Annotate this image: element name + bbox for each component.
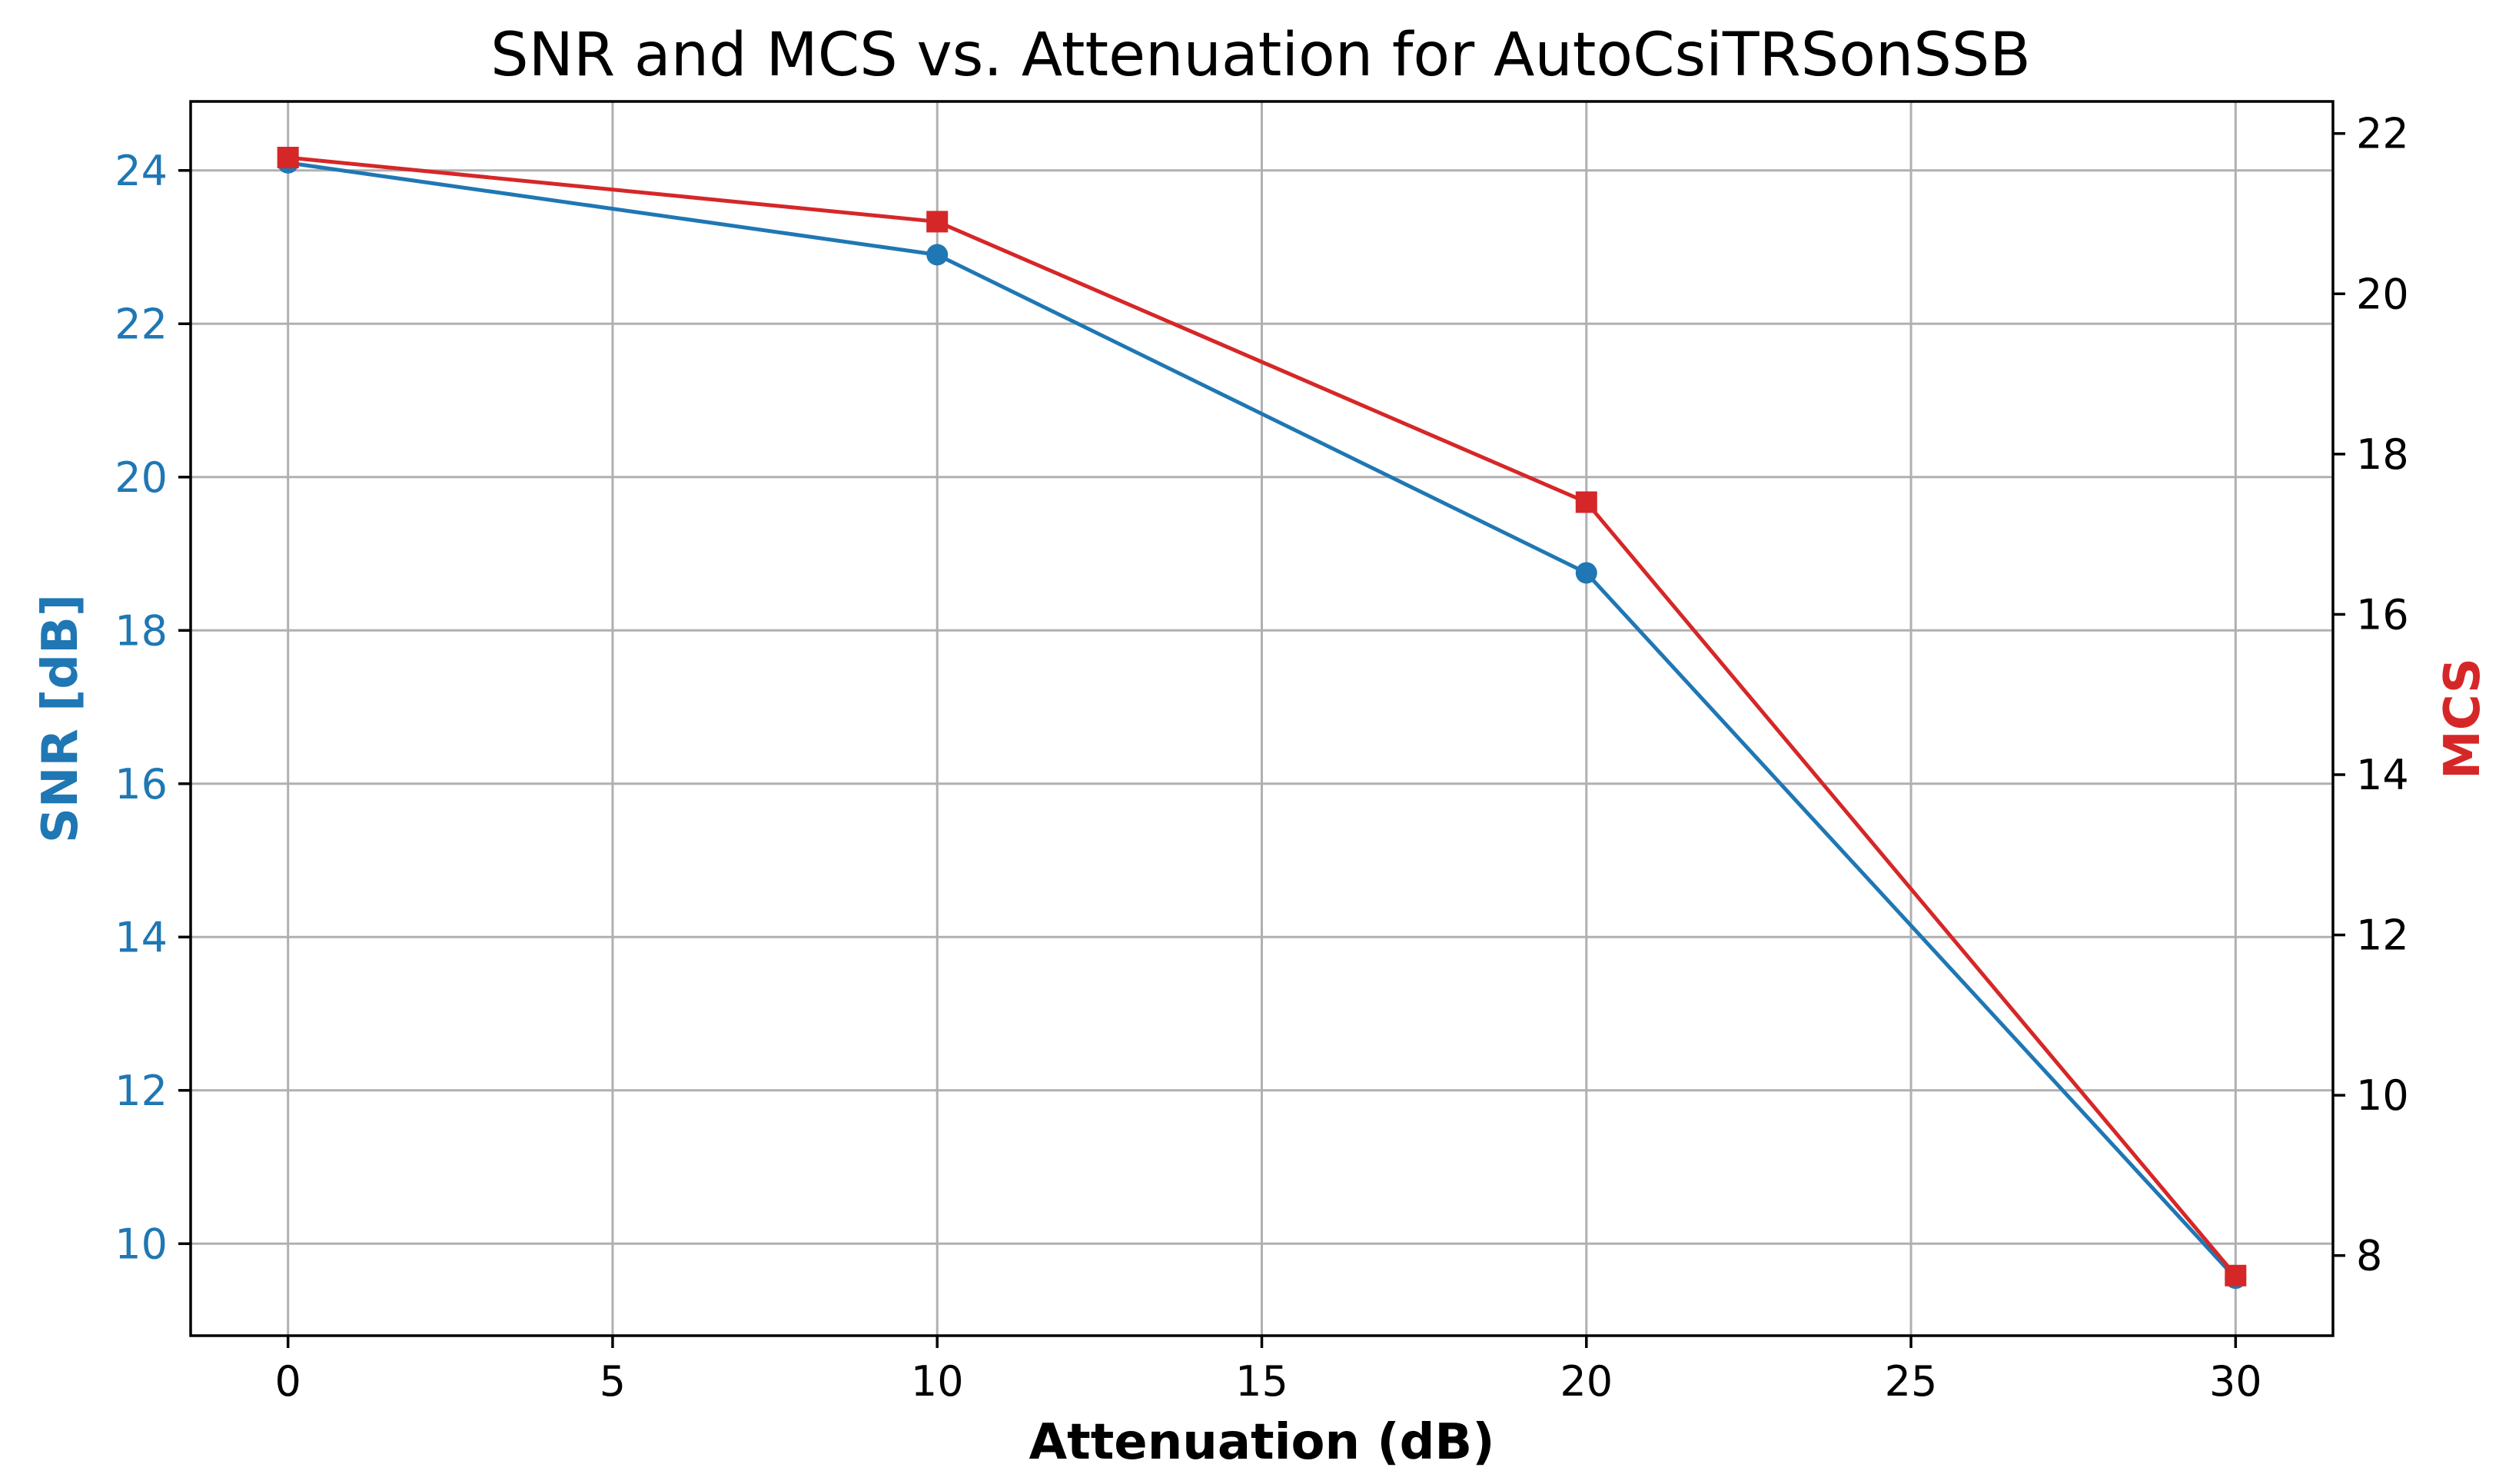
chart-title: SNR and MCS vs. Attenuation for AutoCsiT…: [490, 21, 2031, 90]
y-left-tick-label: 12: [115, 1067, 168, 1115]
grid-layer: [191, 101, 2333, 1336]
series-line-left: [287, 161, 2238, 1280]
series-point-left: [926, 244, 949, 266]
x-tick-label: 10: [911, 1357, 964, 1406]
series-point-right: [926, 211, 949, 233]
y-axis-left-label: SNR [dB]: [32, 594, 89, 843]
y-right-tick-label: 12: [2356, 911, 2409, 960]
y-left-tick-label: 10: [115, 1220, 168, 1268]
y-left-tick-label: 14: [115, 913, 168, 961]
y-right-tick-label: 10: [2356, 1071, 2409, 1120]
axis-layer: 0 5 10 15 20 25 30 10 12 14 16 18 20 22 24 8 10 12 14 16 18 2…: [115, 110, 2408, 1406]
y-right-tick-label: 8: [2356, 1232, 2382, 1280]
x-tick-label: 30: [2209, 1357, 2262, 1406]
series-point-right: [1575, 491, 1597, 513]
x-tick-label: 20: [1560, 1357, 1613, 1406]
y-left-tick-label: 18: [115, 606, 168, 655]
y-left-tick-label: 16: [115, 760, 168, 808]
series-point-right: [2225, 1264, 2247, 1286]
y-left-tick-label: 22: [115, 300, 168, 348]
y-left-tick-label: 24: [115, 147, 168, 195]
x-tick-label: 0: [275, 1357, 301, 1406]
x-tick-label: 25: [1885, 1357, 1938, 1406]
y-right-tick-label: 20: [2356, 270, 2409, 318]
y-right-tick-label: 14: [2356, 751, 2409, 799]
y-right-tick-label: 16: [2356, 590, 2409, 639]
x-tick-label: 5: [600, 1357, 626, 1406]
y-right-tick-label: 18: [2356, 430, 2409, 479]
series-line-right: [287, 155, 2238, 1277]
series-point-left: [1575, 562, 1597, 584]
y-axis-right-label: MCS: [2434, 658, 2491, 779]
series-layer: [277, 147, 2247, 1290]
y-left-tick-label: 20: [115, 453, 168, 502]
x-tick-label: 15: [1235, 1357, 1288, 1406]
x-axis-label: Attenuation (dB): [1029, 1414, 1495, 1471]
y-right-tick-label: 22: [2356, 110, 2409, 158]
series-point-right: [277, 147, 299, 168]
